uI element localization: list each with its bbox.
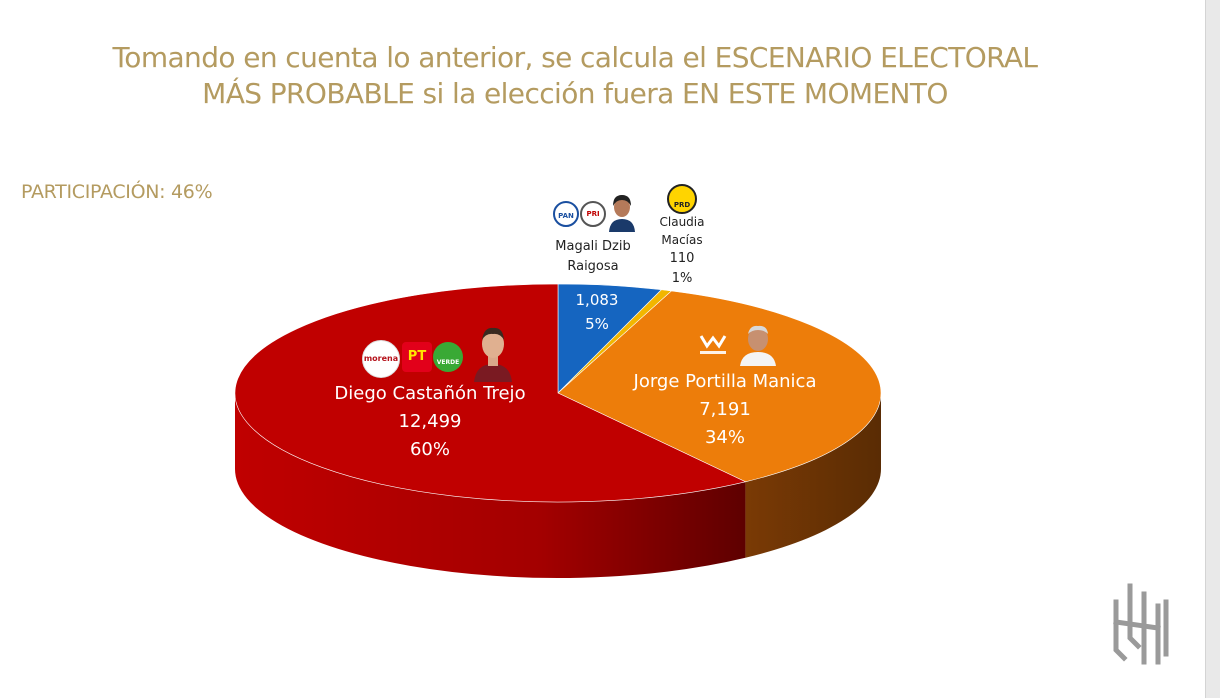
pt-logo: PT bbox=[402, 342, 432, 372]
diego-value: 12,499 bbox=[398, 411, 462, 432]
prd-logo: PRD bbox=[667, 184, 697, 214]
magali-avatar bbox=[607, 192, 637, 232]
slice-diego-side bbox=[234, 393, 746, 578]
brand-logo bbox=[1113, 583, 1169, 665]
jorge-percent: 34% bbox=[704, 427, 745, 448]
claudia-value: 110 bbox=[669, 251, 695, 266]
pan-logo: PAN bbox=[553, 201, 579, 227]
window-edge bbox=[1205, 0, 1220, 698]
page-title: Tomando en cuenta lo anterior, se calcul… bbox=[0, 40, 1150, 112]
pri-logo: PRI bbox=[580, 201, 606, 227]
title-line-1: Tomando en cuenta lo anterior, se calcul… bbox=[112, 41, 1038, 74]
claudia-name-2: Macías bbox=[661, 233, 703, 247]
diego-percent: 60% bbox=[409, 439, 450, 460]
jorge-value: 7,191 bbox=[699, 399, 751, 420]
verde-logo: VERDE bbox=[433, 342, 463, 372]
magali-values: 1,083 5% bbox=[557, 288, 637, 336]
jorge-avatar bbox=[738, 322, 778, 366]
magali-percent: 5% bbox=[585, 315, 609, 333]
pie-sides bbox=[234, 393, 881, 578]
slice-jorge-side bbox=[745, 393, 881, 558]
claudia-name-1: Claudia bbox=[659, 215, 705, 229]
diego-avatar bbox=[470, 322, 516, 382]
magali-value: 1,083 bbox=[575, 291, 619, 309]
jorge-name: Jorge Portilla Manica bbox=[633, 371, 817, 392]
title-line-2: MÁS PROBABLE si la elección fuera EN EST… bbox=[202, 77, 948, 110]
diego-label: Diego Castañón Trejo 12,499 60% bbox=[330, 380, 530, 464]
magali-name: Magali Dzib Raigosa bbox=[555, 239, 631, 274]
participation-label: PARTICIPACIÓN: 46% bbox=[21, 181, 213, 203]
slice-jorge bbox=[557, 290, 882, 483]
jorge-label: Jorge Portilla Manica 7,191 34% bbox=[615, 368, 835, 452]
diego-name: Diego Castañón Trejo bbox=[334, 383, 526, 404]
claudia-label: Claudia Macías 110 1% bbox=[640, 213, 724, 289]
slice-diego bbox=[234, 283, 747, 503]
claudia-percent: 1% bbox=[671, 271, 693, 286]
pie-tops bbox=[234, 283, 882, 503]
mc-logo bbox=[693, 327, 733, 361]
morena-logo: morena bbox=[362, 340, 400, 378]
